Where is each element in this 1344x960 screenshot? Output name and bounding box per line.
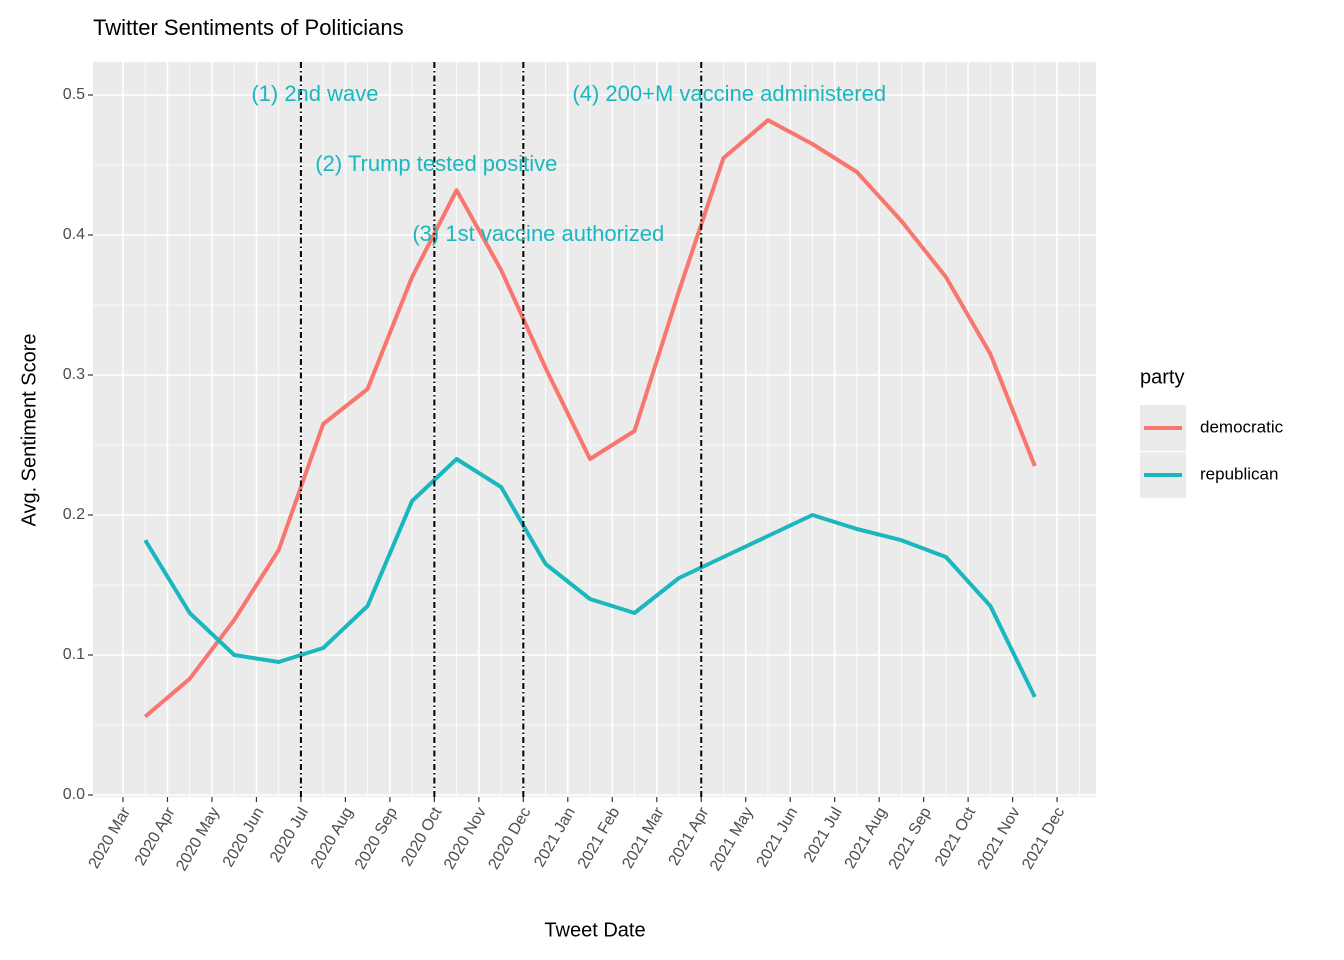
panel [93,62,1096,797]
x-tick-label: 2021 Nov [975,805,1024,873]
annotation: (3) 1st vaccine authorized [412,221,664,246]
x-tick-label: 2021 Dec [1019,805,1068,873]
x-tick-label: 2021 Sep [886,805,935,873]
x-tick-label: 2020 May [173,805,223,874]
annotation: (4) 200+M vaccine administered [572,81,886,106]
x-tick-label: 2020 Jun [220,805,268,871]
series-line [143,457,1037,698]
annotation: (1) 2nd wave [251,81,378,106]
y-tick-label: 0.3 [63,366,85,383]
legend-label: republican [1200,464,1278,483]
legend-title: party [1140,366,1184,388]
x-tick-label: 2020 Dec [485,805,534,873]
x-tick-label: 2021 Jun [754,805,802,871]
y-tick-label: 0.0 [63,786,85,803]
annotation: (2) Trump tested positive [315,151,557,176]
y-axis-title: Avg. Sentiment Score [18,333,40,526]
x-tick-label: 2021 Aug [842,805,891,872]
y-tick-label: 0.1 [63,646,85,663]
series-line [143,118,1037,719]
x-tick-label: 2020 Nov [441,805,490,873]
x-tick-label: 2021 May [707,805,757,874]
x-tick-label: 2021 Mar [619,804,668,872]
x-tick-label: 2020 Jul [267,805,312,866]
y-tick-label: 0.4 [63,226,85,243]
y-tick-label: 0.2 [63,506,85,523]
x-tick-label: 2021 Jul [801,805,846,866]
chart-title: Twitter Sentiments of Politicians [93,15,404,40]
x-axis-title: Tweet Date [544,919,645,941]
y-tick-label: 0.5 [63,86,85,103]
x-tick-label: 2021 Jan [531,805,579,871]
x-tick-label: 2020 Aug [308,805,357,872]
x-tick-label: 2020 Oct [398,804,445,869]
x-tick-label: 2020 Sep [352,805,401,873]
x-tick-label: 2021 Apr [666,804,713,869]
legend-label: democratic [1200,417,1284,436]
x-tick-label: 2020 Mar [86,804,135,872]
x-tick-label: 2020 Apr [132,804,179,869]
x-tick-label: 2021 Oct [932,804,979,869]
x-tick-label: 2021 Feb [575,805,624,872]
